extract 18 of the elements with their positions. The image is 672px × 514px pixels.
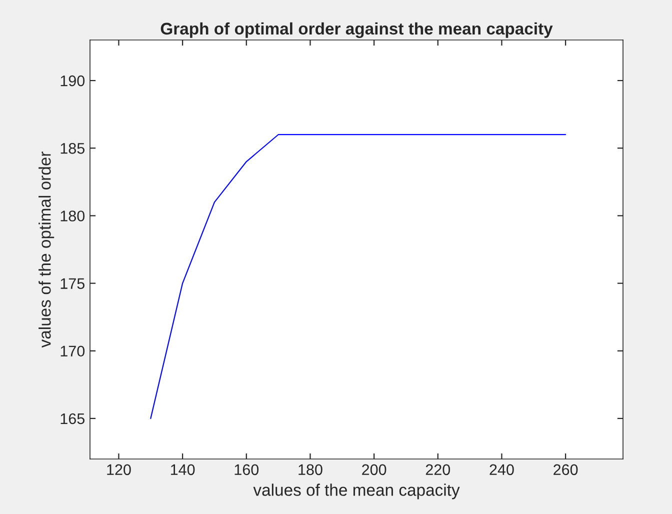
x-tick-label: 260 <box>554 464 578 476</box>
chart-title: Graph of optimal order against the mean capacity <box>160 22 553 38</box>
x-tick-label: 180 <box>298 464 322 476</box>
y-axis-title: values of the optimal order <box>38 152 54 348</box>
x-tick-label: 140 <box>170 464 195 476</box>
y-tick-label: 190 <box>60 75 85 86</box>
y-tick-label: 185 <box>60 142 84 154</box>
y-tick-label: 170 <box>60 346 85 357</box>
x-tick-label: 200 <box>362 464 386 476</box>
x-tick-label: 220 <box>426 464 450 476</box>
y-tick-label: 175 <box>60 278 84 289</box>
x-axis-title: values of the mean capacity <box>253 484 460 500</box>
line-series <box>150 134 566 420</box>
x-tick-label: 120 <box>107 464 131 476</box>
x-tick-label: 240 <box>490 464 514 476</box>
x-tick-label: 160 <box>234 464 259 476</box>
y-tick-label: 180 <box>60 210 85 222</box>
y-tick-label: 165 <box>60 413 84 424</box>
